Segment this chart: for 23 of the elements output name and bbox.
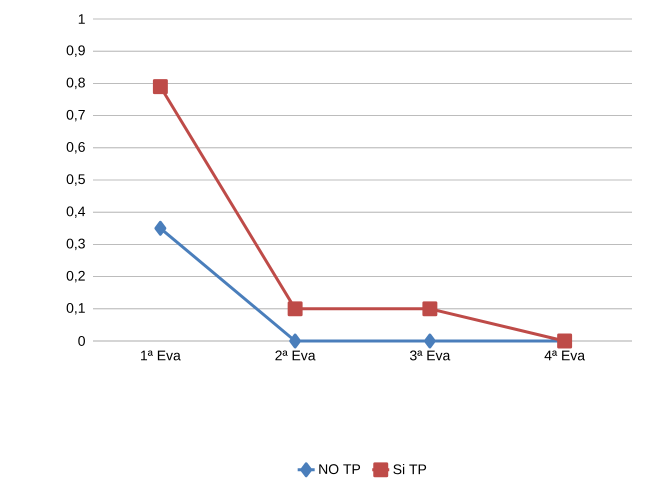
y-tick-label: 0,5 (66, 174, 85, 186)
y-tick-label: 0 (78, 336, 85, 346)
point (154, 220, 166, 236)
point (288, 301, 303, 316)
x-tick-label: 1ª Eva (141, 350, 181, 360)
legend-label: NO TP (319, 464, 360, 474)
point (289, 334, 302, 348)
legend-label: Si TP (393, 464, 426, 474)
point (152, 79, 168, 94)
y-tick-label: 0,8 (66, 78, 85, 90)
point (424, 334, 436, 348)
x-tick-label: 2ª Eva (275, 350, 316, 360)
y-tick-label: 0,7 (66, 110, 85, 122)
y-tick-label: 0,1 (66, 303, 85, 315)
y-tick-label: 0,6 (66, 142, 85, 154)
y-tick-label: 0,4 (66, 206, 86, 218)
y-tick-label: 0,9 (66, 45, 85, 57)
y-tick-label: 0,2 (66, 270, 85, 282)
y-tick-label: 1 (78, 14, 85, 24)
x-tick-label: 4ª Eva (544, 350, 586, 360)
y-tick-label: 0,3 (66, 238, 85, 250)
x-tick-label: 3ª Eva (410, 350, 450, 360)
point (422, 301, 438, 316)
